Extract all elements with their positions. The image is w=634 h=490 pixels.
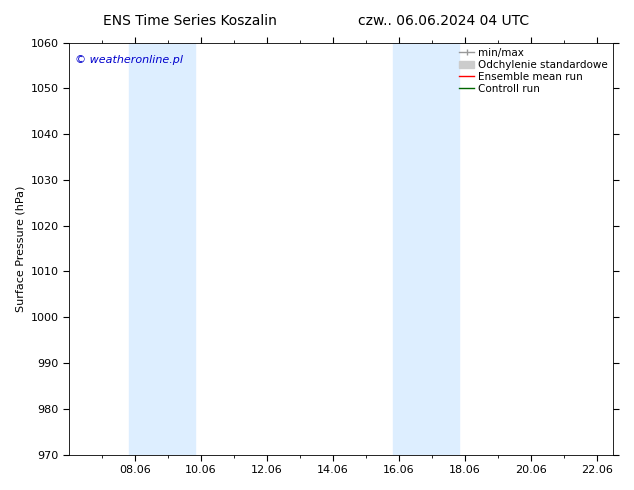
Text: czw.. 06.06.2024 04 UTC: czw.. 06.06.2024 04 UTC xyxy=(358,14,529,28)
Text: © weatheronline.pl: © weatheronline.pl xyxy=(75,55,183,65)
Bar xyxy=(393,43,460,455)
Legend: min/max, Odchylenie standardowe, Ensemble mean run, Controll run: min/max, Odchylenie standardowe, Ensembl… xyxy=(456,46,611,96)
Text: ENS Time Series Koszalin: ENS Time Series Koszalin xyxy=(103,14,277,28)
Bar xyxy=(129,43,195,455)
Y-axis label: Surface Pressure (hPa): Surface Pressure (hPa) xyxy=(15,185,25,312)
